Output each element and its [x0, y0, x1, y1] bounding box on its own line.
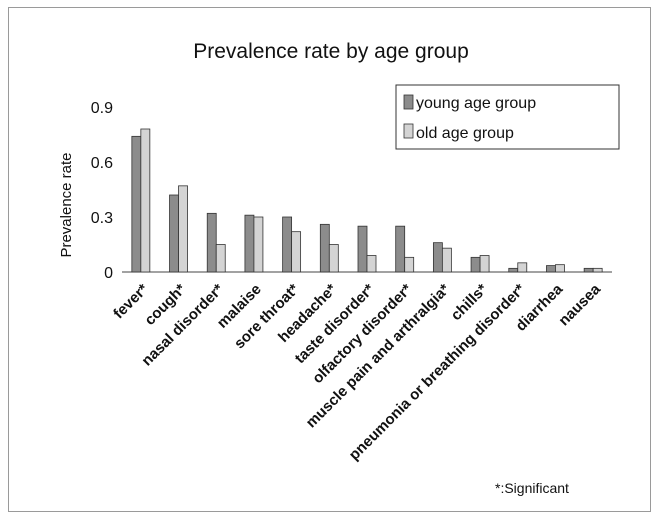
bar-young: [282, 216, 293, 273]
bar-old: [291, 231, 302, 273]
bar-young: [131, 135, 142, 273]
bar-old: [215, 244, 226, 273]
y-tick-label: 0: [104, 265, 113, 282]
bar-old: [555, 264, 565, 273]
bar-old: [517, 262, 528, 273]
legend: young age group old age group: [395, 84, 620, 150]
bar-old: [404, 256, 415, 273]
bar-young: [357, 225, 368, 273]
x-tick-label: nausea: [555, 280, 604, 329]
bar-young: [244, 214, 255, 273]
bar-young: [395, 225, 406, 273]
bar-old: [592, 267, 603, 273]
chart-title: Prevalence rate by age group: [193, 40, 469, 63]
legend-box: [395, 84, 620, 150]
significance-note: *:Significant: [495, 480, 569, 496]
chart-frame: Prevalence rate by age group Prevalence …: [8, 7, 651, 512]
bar-young: [206, 212, 217, 273]
bar-old: [140, 128, 151, 273]
bar-old: [328, 244, 339, 273]
legend-swatch-young: [403, 94, 414, 110]
y-axis-label: Prevalence rate: [58, 152, 75, 257]
bar-old: [479, 255, 490, 273]
bar-young: [169, 194, 179, 273]
bar-young: [508, 267, 519, 273]
bar-young: [546, 265, 556, 273]
bar-young: [583, 267, 594, 273]
legend-label-old: old age group: [416, 125, 514, 142]
bar-young: [470, 256, 481, 273]
bar-chart: Prevalence rate by age group Prevalence …: [58, 40, 620, 496]
y-tick-label: 0.3: [91, 210, 113, 227]
bar-old: [178, 185, 188, 273]
y-axis-ticks: 0 0.3 0.6 0.9: [91, 100, 113, 282]
y-tick-label: 0.6: [91, 155, 113, 172]
bar-old: [253, 216, 264, 273]
y-tick-label: 0.9: [91, 100, 113, 117]
bar-young: [319, 223, 330, 273]
bar-young: [432, 242, 443, 273]
legend-label-young: young age group: [416, 95, 536, 112]
bar-old: [366, 255, 377, 273]
legend-swatch-old: [403, 123, 414, 139]
bar-old: [441, 247, 452, 273]
bars-group: [131, 128, 603, 273]
